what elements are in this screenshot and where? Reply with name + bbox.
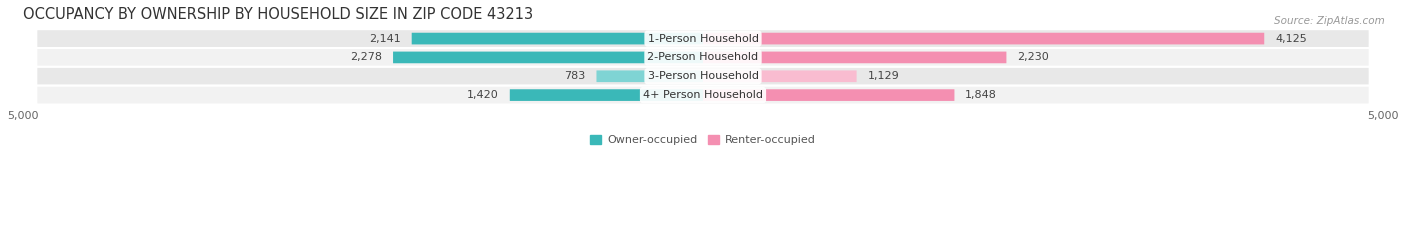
Text: 1,129: 1,129 xyxy=(868,71,900,81)
Text: OCCUPANCY BY OWNERSHIP BY HOUSEHOLD SIZE IN ZIP CODE 43213: OCCUPANCY BY OWNERSHIP BY HOUSEHOLD SIZE… xyxy=(22,7,533,22)
Legend: Owner-occupied, Renter-occupied: Owner-occupied, Renter-occupied xyxy=(586,130,820,150)
Text: 1,848: 1,848 xyxy=(966,90,997,100)
Text: 1-Person Household: 1-Person Household xyxy=(648,34,758,44)
Text: 4+ Person Household: 4+ Person Household xyxy=(643,90,763,100)
Text: 2-Person Household: 2-Person Household xyxy=(647,52,759,62)
FancyBboxPatch shape xyxy=(703,70,856,82)
FancyBboxPatch shape xyxy=(596,70,703,82)
Text: 4,125: 4,125 xyxy=(1275,34,1308,44)
FancyBboxPatch shape xyxy=(37,48,1369,67)
Text: Source: ZipAtlas.com: Source: ZipAtlas.com xyxy=(1274,16,1385,26)
FancyBboxPatch shape xyxy=(703,51,1007,63)
FancyBboxPatch shape xyxy=(412,33,703,45)
Text: 1,420: 1,420 xyxy=(467,90,499,100)
FancyBboxPatch shape xyxy=(510,89,703,101)
FancyBboxPatch shape xyxy=(394,51,703,63)
Text: 2,141: 2,141 xyxy=(368,34,401,44)
FancyBboxPatch shape xyxy=(37,86,1369,105)
FancyBboxPatch shape xyxy=(37,67,1369,86)
Text: 2,278: 2,278 xyxy=(350,52,382,62)
Text: 2,230: 2,230 xyxy=(1018,52,1049,62)
FancyBboxPatch shape xyxy=(37,29,1369,48)
FancyBboxPatch shape xyxy=(703,33,1264,45)
Text: 3-Person Household: 3-Person Household xyxy=(648,71,758,81)
Text: 783: 783 xyxy=(564,71,585,81)
FancyBboxPatch shape xyxy=(703,89,955,101)
